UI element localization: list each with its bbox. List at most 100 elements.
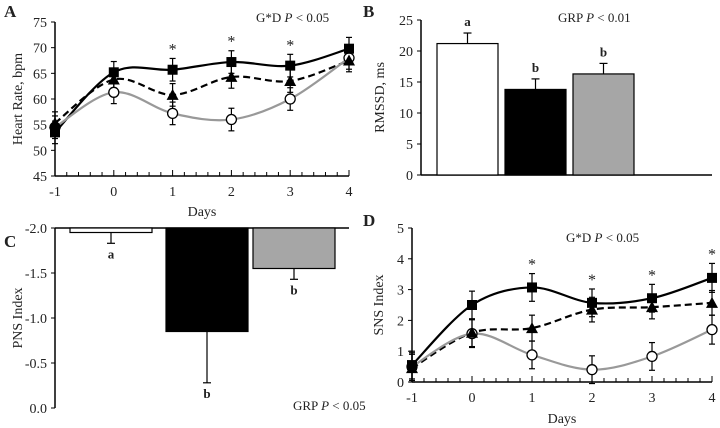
panel-d-marker-square	[587, 297, 597, 308]
panel-a-marker-triangle	[284, 75, 297, 87]
panel-c-y-tick-label: 0.0	[30, 402, 48, 417]
panel-d-marker-square	[467, 300, 477, 310]
panel-a-x-tick-label: 0	[110, 185, 117, 200]
panel-a-marker-triangle	[343, 54, 355, 66]
panel-d-marker-triangle	[586, 303, 598, 315]
panel-d-marker-circle-open	[586, 364, 598, 376]
panel-a-marker-circle-open	[284, 93, 296, 105]
panel-d-label: D	[363, 211, 375, 230]
panel-d-series-line-circle-open	[411, 328, 713, 371]
panel-d-marker-square	[707, 272, 717, 283]
panel-a-marker-circle-open	[225, 113, 238, 126]
panel-a-marker-square	[167, 64, 178, 75]
panel-a-x-tick-label: 3	[287, 185, 294, 200]
panel-a-significance-mark: *	[227, 34, 235, 51]
panel-d-marker-triangle	[646, 301, 658, 313]
panel-b-y-tick-label: 20	[399, 45, 413, 60]
panel-a-x-tick-label: 4	[346, 185, 353, 200]
panel-d-marker-circle-open	[706, 323, 718, 336]
panel-a-significance-mark: *	[286, 37, 294, 54]
panel-b-y-tick-label: 0	[406, 169, 413, 184]
panel-d-marker-circle-open	[526, 349, 538, 361]
panel-a-marker-square	[285, 60, 296, 71]
panel-d-significance-mark: *	[648, 267, 656, 284]
panel-a-x-tick-label: 2	[228, 185, 235, 200]
panel-c-bar-letter: b	[290, 282, 297, 297]
panel-d-y-tick-label: 5	[397, 222, 404, 237]
panel-d-x-tick-label: 0	[469, 391, 476, 406]
panel-d-y-tick-label: 3	[397, 284, 404, 299]
panel-b-y-tick-label: 15	[399, 76, 413, 91]
panel-a-significance-mark: *	[169, 41, 177, 58]
panel-a-y-tick-label: 45	[33, 170, 47, 185]
panel-d-marker-triangle	[706, 296, 718, 308]
panel-a-marker-triangle	[225, 70, 238, 82]
panel-c-bar	[252, 227, 336, 270]
panel-c-bar	[165, 227, 249, 333]
panel-b-bar-letter: a	[464, 14, 471, 29]
panel-a-series-line-circle-open	[54, 57, 350, 129]
panel-a-marker-circle-open	[166, 107, 179, 120]
panel-d-y-tick-label: 1	[397, 345, 404, 360]
panel-d-x-tick-label: 1	[529, 391, 536, 406]
panel-a-y-tick-label: 50	[33, 144, 47, 159]
panel-c-bar-letter: a	[108, 246, 115, 261]
panel-a-y-tick-label: 70	[33, 42, 47, 57]
panel-a-y-axis-label: Heart Rate, bpm	[11, 53, 26, 145]
panel-c-annotation: GRP P < 0.05	[293, 398, 366, 413]
panel-c-y-axis-label: PNS Index	[11, 287, 26, 348]
panel-a-marker-triangle	[166, 88, 179, 100]
panel-a-marker-circle-open	[108, 86, 120, 98]
panel-d-significance-mark: *	[708, 246, 716, 263]
panel-d-x-tick-label: 4	[709, 391, 716, 406]
panel-d-y-tick-label: 2	[397, 314, 404, 329]
panel-a-x-tick-label: 1	[169, 185, 176, 200]
panel-d-marker-circle-open	[646, 350, 658, 363]
panel-b-bar	[572, 73, 635, 176]
panel-a-marker-square	[108, 67, 119, 78]
panel-d-x-tick-label: 2	[589, 391, 596, 406]
panel-a-x-tick-label: -1	[49, 185, 61, 200]
panel-b-bar	[436, 42, 499, 176]
panel-d-marker-triangle	[466, 326, 478, 338]
panel-c-y-tick-label: -1.0	[25, 312, 47, 327]
panel-a-marker-square	[50, 127, 60, 138]
panel-d-series-line-triangle	[411, 301, 713, 370]
panel-d-significance-mark: *	[588, 272, 596, 289]
panel-d-marker-square	[647, 293, 657, 304]
panel-b-y-tick-label: 10	[399, 107, 413, 122]
panel-d-marker-triangle	[526, 322, 538, 334]
panel-b-bar-letter: b	[600, 44, 607, 59]
panel-c-y-tick-label: -0.5	[25, 357, 47, 372]
panel-a-label: A	[4, 2, 17, 21]
panel-a-annotation: G*D P < 0.05	[256, 10, 329, 25]
panel-b-label: B	[363, 2, 374, 21]
panel-d-y-axis-label: SNS Index	[372, 274, 387, 335]
panel-a-y-tick-label: 75	[33, 16, 47, 31]
panel-d-x-tick-label: 3	[649, 391, 656, 406]
panel-a-marker-square	[226, 57, 237, 68]
panel-d-annotation: G*D P < 0.05	[566, 230, 639, 245]
panel-a-y-tick-label: 55	[33, 119, 47, 134]
panel-c-bar-letter: b	[203, 386, 210, 401]
panel-d-y-tick-label: 0	[397, 376, 404, 391]
panel-c-label: C	[4, 232, 16, 251]
panel-a-marker-triangle	[107, 73, 120, 85]
panel-b-y-tick-label: 5	[406, 138, 413, 153]
panel-a-marker-triangle	[49, 117, 61, 129]
panel-c-y-tick-label: -1.5	[25, 267, 47, 282]
panel-c-bar	[69, 227, 153, 234]
panel-b-annotation: GRP P < 0.01	[558, 10, 631, 25]
panel-b-y-axis-label: RMSSD, ms	[373, 62, 388, 133]
panel-a-series-line-triangle	[54, 59, 350, 125]
panel-d-marker-square	[407, 360, 417, 371]
panel-d-x-tick-label: -1	[406, 391, 418, 406]
panel-d-series-line-square	[411, 276, 713, 366]
panel-a-marker-square	[344, 43, 354, 54]
panel-b-bar-letter: b	[532, 60, 539, 75]
panel-d-significance-mark: *	[528, 257, 536, 274]
panel-a-y-tick-label: 65	[33, 67, 47, 82]
panel-d-marker-square	[527, 282, 537, 293]
panel-d-x-axis-label: Days	[548, 412, 577, 427]
